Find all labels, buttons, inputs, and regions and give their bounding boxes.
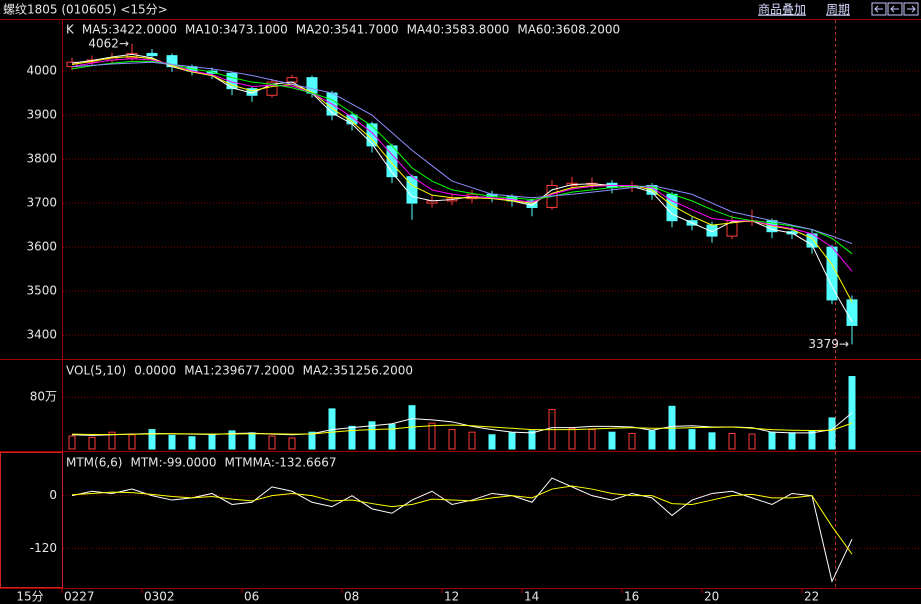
y-tick-label: 3600 bbox=[26, 240, 57, 254]
volume-bar bbox=[428, 422, 436, 450]
nav-arrows bbox=[874, 5, 916, 13]
indicator-line bbox=[71, 412, 853, 436]
current-value: 0.0000 bbox=[134, 364, 176, 378]
extreme-label: 3379→ bbox=[808, 337, 849, 351]
volume-bar bbox=[68, 435, 76, 450]
volume-bar bbox=[608, 431, 616, 450]
indicator-line bbox=[71, 422, 853, 435]
indicator-line bbox=[71, 56, 853, 303]
volume-bar bbox=[208, 433, 216, 450]
candle-body bbox=[146, 52, 158, 57]
legend-entry: MA2:351256.2000 bbox=[303, 364, 413, 378]
active-panel-frame bbox=[0, 452, 63, 588]
y-tick-label: -120 bbox=[30, 541, 57, 555]
legend-entry: MA5:3422.0000 bbox=[82, 23, 177, 37]
period-label: 15分 bbox=[16, 590, 43, 604]
volume-bar bbox=[88, 436, 96, 450]
volume-bar bbox=[388, 423, 396, 450]
volume-bar bbox=[148, 429, 156, 450]
nav-prev[interactable] bbox=[887, 2, 903, 16]
period-button[interactable]: 周期 bbox=[826, 3, 850, 17]
indicator-line bbox=[71, 477, 853, 583]
candle-body bbox=[406, 176, 418, 204]
volume-bar bbox=[688, 429, 696, 450]
volume-bar bbox=[768, 431, 776, 450]
volume-bar bbox=[588, 429, 596, 450]
volume-bar bbox=[168, 434, 176, 450]
x-tick-label: 14 bbox=[524, 590, 539, 604]
volume-bar bbox=[188, 436, 196, 450]
x-tick-label: 0227 bbox=[64, 590, 95, 604]
legend-entry: MA40:3583.8000 bbox=[407, 23, 510, 37]
indicator-line bbox=[71, 53, 853, 323]
volume-bar bbox=[628, 432, 636, 450]
volume-bar bbox=[748, 433, 756, 450]
candle-body bbox=[286, 77, 298, 83]
y-tick-label: 3900 bbox=[26, 108, 57, 122]
indicator-line bbox=[71, 58, 853, 272]
nav-next[interactable] bbox=[903, 2, 919, 16]
indicator-name: MTM(6,6) bbox=[66, 456, 122, 470]
header-bar bbox=[0, 0, 921, 19]
volume-bar bbox=[348, 425, 356, 450]
candle-body bbox=[366, 123, 378, 147]
y-tick-label: 3700 bbox=[26, 196, 57, 210]
volume-bar bbox=[268, 435, 276, 450]
candle-body bbox=[226, 72, 238, 90]
volume-bar bbox=[728, 432, 736, 450]
y-tick-label: 3800 bbox=[26, 152, 57, 166]
volume-bar bbox=[788, 432, 796, 450]
volume-bar bbox=[648, 430, 656, 450]
indicator-name: K bbox=[66, 23, 75, 37]
volume-bar bbox=[508, 432, 516, 450]
x-tick-label: 12 bbox=[444, 590, 459, 604]
legend-entry: MA10:3473.1000 bbox=[185, 23, 288, 37]
legend-entry: MA20:3541.7000 bbox=[296, 23, 399, 37]
volume-bar bbox=[128, 434, 136, 450]
legend-entry: MA60:3608.2000 bbox=[517, 23, 620, 37]
volume-bar bbox=[368, 421, 376, 450]
volume-bar bbox=[708, 432, 716, 450]
volume-bar bbox=[808, 430, 816, 450]
volume-bar bbox=[448, 429, 456, 450]
extreme-label: 4062→ bbox=[88, 36, 129, 50]
legend-entry: MA1:239677.2000 bbox=[184, 364, 294, 378]
indicator-line bbox=[71, 61, 853, 245]
nav-first[interactable] bbox=[871, 2, 887, 16]
header-title: 螺纹1805 (010605) <15分> bbox=[3, 3, 168, 17]
indicator-name: VOL(5,10) bbox=[66, 364, 126, 378]
x-tick-label: 06 bbox=[244, 590, 259, 604]
x-tick-label: 16 bbox=[624, 590, 639, 604]
volume-bar bbox=[288, 437, 296, 450]
volume-bar bbox=[108, 431, 116, 450]
volume-bar bbox=[308, 431, 316, 450]
volume-bar bbox=[668, 405, 676, 450]
volume-bar bbox=[468, 431, 476, 450]
legend-entry: MTM:-99.0000 bbox=[130, 456, 216, 470]
indicator-line bbox=[71, 60, 853, 255]
volume-bar bbox=[828, 417, 836, 450]
x-tick-label: 22 bbox=[804, 590, 819, 604]
y-tick-label: 80万 bbox=[30, 390, 57, 404]
overlay-button[interactable]: 商品叠加 bbox=[758, 2, 806, 17]
candle-body bbox=[266, 81, 278, 96]
volume-bar bbox=[248, 432, 256, 450]
volume-bar bbox=[228, 430, 236, 450]
x-tick-label: 08 bbox=[344, 590, 359, 604]
volume-bar bbox=[568, 427, 576, 450]
legend-entry: MTMMA:-132.6667 bbox=[225, 456, 337, 470]
volume-bar bbox=[488, 434, 496, 450]
y-tick-label: 3500 bbox=[26, 284, 57, 298]
x-tick-label: 20 bbox=[704, 590, 719, 604]
y-tick-label: 4000 bbox=[26, 64, 57, 78]
y-tick-label: 3400 bbox=[26, 328, 57, 342]
x-tick-label: 0302 bbox=[144, 590, 175, 604]
indicator-line bbox=[71, 485, 853, 555]
nav-buttons[interactable] bbox=[871, 2, 919, 16]
y-tick-label: 0 bbox=[49, 488, 57, 502]
volume-bar bbox=[528, 430, 536, 450]
